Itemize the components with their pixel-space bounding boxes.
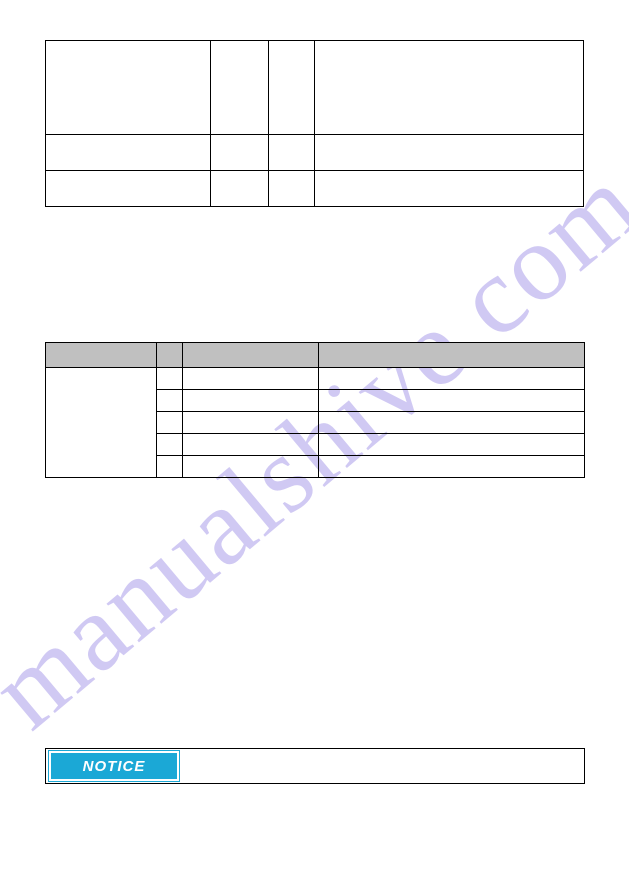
cell	[268, 135, 315, 171]
header-cell	[46, 343, 157, 368]
cell	[182, 434, 319, 456]
cell	[46, 41, 211, 135]
cell	[156, 434, 182, 456]
table-row	[46, 41, 584, 135]
cell	[315, 41, 584, 135]
cell	[156, 368, 182, 390]
cell	[210, 171, 268, 207]
cell	[156, 390, 182, 412]
cell	[46, 135, 211, 171]
header-cell	[156, 343, 182, 368]
cell	[182, 456, 319, 478]
cell	[182, 412, 319, 434]
top-table	[45, 40, 584, 207]
notice-badge: NOTICE	[49, 751, 179, 781]
table-row	[46, 135, 584, 171]
cell	[319, 412, 585, 434]
header-cell	[182, 343, 319, 368]
cell	[319, 456, 585, 478]
cell	[182, 390, 319, 412]
rowspan-cell	[46, 368, 157, 478]
table-row	[46, 171, 584, 207]
cell	[268, 41, 315, 135]
notice-box: NOTICE	[45, 748, 585, 784]
cell	[210, 135, 268, 171]
table-row	[46, 368, 585, 390]
cell	[156, 456, 182, 478]
cell	[319, 390, 585, 412]
cell	[210, 41, 268, 135]
cell	[182, 368, 319, 390]
header-cell	[319, 343, 585, 368]
cell	[319, 368, 585, 390]
cell	[156, 412, 182, 434]
cell	[46, 171, 211, 207]
page-content: NOTICE	[0, 0, 629, 784]
cell	[319, 434, 585, 456]
cell	[315, 171, 584, 207]
middle-table	[45, 342, 585, 478]
cell	[268, 171, 315, 207]
notice-body	[179, 749, 584, 783]
cell	[315, 135, 584, 171]
table-header-row	[46, 343, 585, 368]
